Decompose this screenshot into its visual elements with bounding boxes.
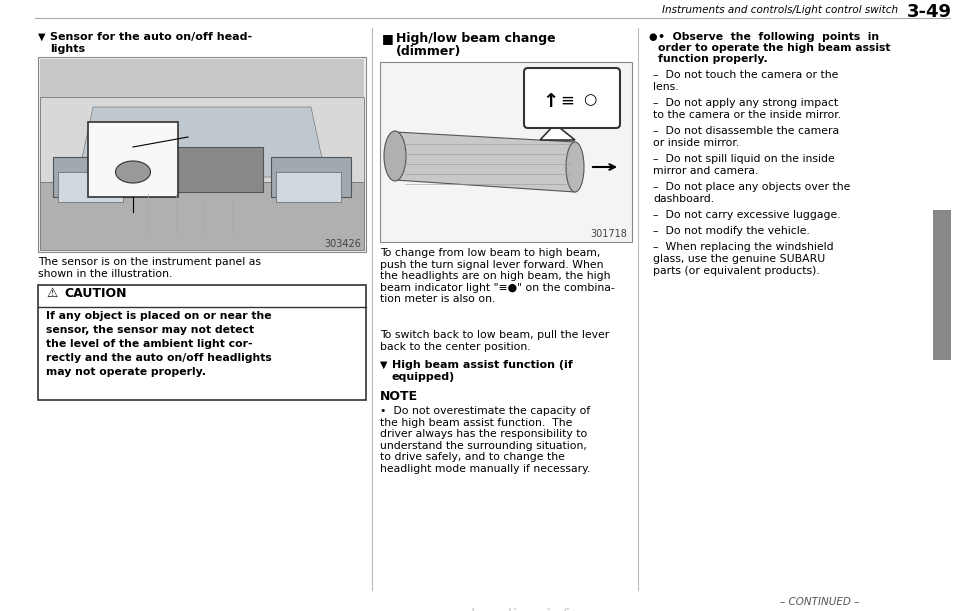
Polygon shape <box>40 182 364 250</box>
Text: CAUTION: CAUTION <box>64 287 127 300</box>
Text: ■: ■ <box>382 32 394 45</box>
Text: to the camera or the inside mirror.: to the camera or the inside mirror. <box>653 110 841 120</box>
Bar <box>53 157 133 197</box>
Text: •  Observe  the  following  points  in: • Observe the following points in <box>658 32 879 42</box>
Text: NOTE: NOTE <box>380 390 419 403</box>
Text: –  Do not place any objects over the: – Do not place any objects over the <box>653 182 851 192</box>
Text: –  Do not carry excessive luggage.: – Do not carry excessive luggage. <box>653 210 841 220</box>
Text: –  Do not disassemble the camera: – Do not disassemble the camera <box>653 126 839 136</box>
Text: – CONTINUED –: – CONTINUED – <box>780 597 860 607</box>
Ellipse shape <box>566 142 584 192</box>
Bar <box>88 122 178 197</box>
Text: High beam assist function (if: High beam assist function (if <box>392 360 573 370</box>
Text: ○: ○ <box>583 92 596 107</box>
Text: glass, use the genuine SUBARU: glass, use the genuine SUBARU <box>653 254 826 264</box>
Text: function properly.: function properly. <box>658 54 768 64</box>
Text: ≡: ≡ <box>560 92 574 110</box>
Text: dashboard.: dashboard. <box>653 194 714 204</box>
Text: 303426: 303426 <box>324 239 361 249</box>
Text: or inside mirror.: or inside mirror. <box>653 138 739 148</box>
Ellipse shape <box>115 161 151 183</box>
Text: (dimmer): (dimmer) <box>396 45 462 58</box>
Text: –  Do not spill liquid on the inside: – Do not spill liquid on the inside <box>653 154 835 164</box>
Text: To change from low beam to high beam,
push the turn signal lever forward. When
t: To change from low beam to high beam, pu… <box>380 248 614 304</box>
Bar <box>380 62 632 242</box>
Bar <box>58 172 123 202</box>
Text: lights: lights <box>50 44 85 54</box>
Text: Instruments and controls/Light control switch: Instruments and controls/Light control s… <box>661 5 898 15</box>
Text: lens.: lens. <box>653 82 679 92</box>
Text: •  Do not overestimate the capacity of
the high beam assist function.  The
drive: • Do not overestimate the capacity of th… <box>380 406 590 474</box>
Text: equipped): equipped) <box>392 372 455 382</box>
Text: –  Do not modify the vehicle.: – Do not modify the vehicle. <box>653 226 810 236</box>
Bar <box>933 210 951 360</box>
Text: mirror and camera.: mirror and camera. <box>653 166 758 176</box>
Text: High/low beam change: High/low beam change <box>396 32 556 45</box>
Ellipse shape <box>384 131 406 181</box>
Text: Sensor for the auto on/off head-: Sensor for the auto on/off head- <box>50 32 252 42</box>
Text: –  When replacing the windshield: – When replacing the windshield <box>653 242 833 252</box>
Text: ▼: ▼ <box>38 32 45 42</box>
Polygon shape <box>40 97 364 182</box>
Polygon shape <box>540 124 575 140</box>
Text: order to operate the high beam assist: order to operate the high beam assist <box>658 43 891 53</box>
Text: The sensor is on the instrument panel as
shown in the illustration.: The sensor is on the instrument panel as… <box>38 257 261 279</box>
Bar <box>40 59 364 250</box>
Bar <box>276 172 341 202</box>
Text: carmanualsonline.info: carmanualsonline.info <box>380 608 580 611</box>
Text: 3-49: 3-49 <box>907 3 952 21</box>
Text: –  Do not apply any strong impact: – Do not apply any strong impact <box>653 98 838 108</box>
Text: –  Do not touch the camera or the: – Do not touch the camera or the <box>653 70 838 80</box>
Text: parts (or equivalent products).: parts (or equivalent products). <box>653 266 820 276</box>
Bar <box>143 147 263 192</box>
Bar <box>38 57 366 252</box>
Polygon shape <box>395 132 575 192</box>
Text: To switch back to low beam, pull the lever
back to the center position.: To switch back to low beam, pull the lev… <box>380 330 610 351</box>
Bar <box>38 285 366 400</box>
Polygon shape <box>78 107 326 177</box>
Text: ▼: ▼ <box>380 360 388 370</box>
Text: ↑: ↑ <box>542 92 559 111</box>
Text: ●: ● <box>648 32 657 42</box>
Bar <box>271 157 351 197</box>
Text: 301718: 301718 <box>590 229 627 239</box>
Text: ⚠: ⚠ <box>46 287 58 300</box>
Text: If any object is placed on or near the
sensor, the sensor may not detect
the lev: If any object is placed on or near the s… <box>46 311 272 377</box>
FancyBboxPatch shape <box>524 68 620 128</box>
